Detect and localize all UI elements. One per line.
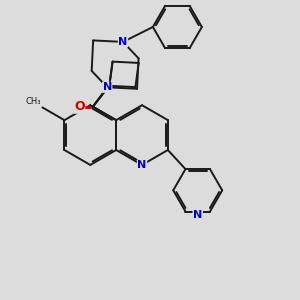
Text: N: N bbox=[193, 210, 202, 220]
Text: N: N bbox=[118, 37, 127, 47]
Text: N: N bbox=[103, 82, 112, 92]
Text: N: N bbox=[137, 160, 147, 170]
Text: O: O bbox=[74, 100, 85, 113]
Text: CH₃: CH₃ bbox=[26, 97, 41, 106]
